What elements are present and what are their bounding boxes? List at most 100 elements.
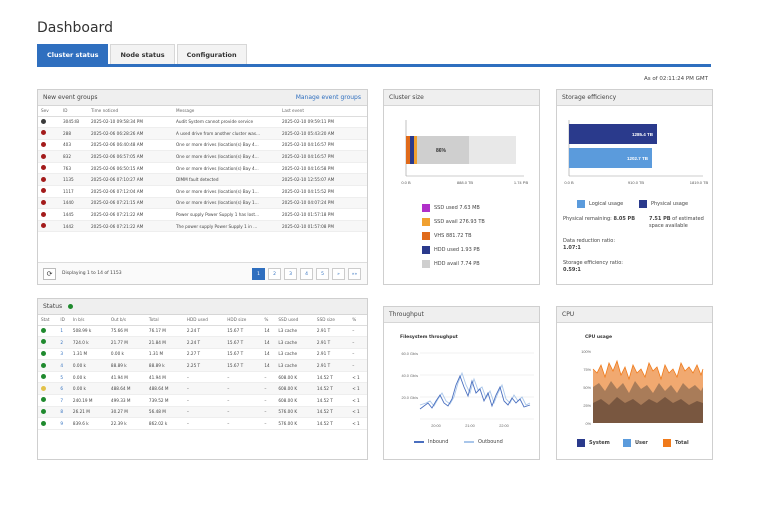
- status-col[interactable]: %: [261, 315, 276, 326]
- status-col[interactable]: Stat: [38, 315, 58, 326]
- node-row[interactable]: 8 26.21 M 30.27 M 56.48 M – – –576.00 K 14.52 T…: [38, 406, 367, 419]
- node-cell: –: [224, 382, 262, 396]
- node-cell: < 1: [349, 394, 367, 407]
- legend-label: HDD avail 7.74 PB: [434, 261, 480, 267]
- node-cell[interactable]: 5: [57, 371, 70, 384]
- node-row[interactable]: 5 0.00 k 41.94 M 41.94 M – – –608.00 K 14.52 T <…: [38, 371, 367, 384]
- node-cell: –: [261, 382, 276, 396]
- physical-remaining: Physical remaining: 8.05 PB: [563, 216, 641, 223]
- event-groups-panel: New event groups Manage event groups Sev…: [37, 89, 368, 285]
- bar-physical-label: 1285.4 TB: [632, 132, 654, 137]
- node-cell[interactable]: 1: [57, 325, 70, 338]
- node-row[interactable]: 3 1.31 M 0.00 k 1.31 M 2.27 T 15.67 T 14 L3 cac…: [38, 348, 367, 361]
- legend-swatch: [422, 204, 430, 212]
- ser-label: Storage efficiency ratio:: [563, 260, 623, 266]
- page-button[interactable]: »»: [348, 268, 361, 280]
- status-col[interactable]: Total: [145, 315, 184, 326]
- node-cell[interactable]: 6: [57, 382, 70, 396]
- node-cell: 2.24 T: [183, 325, 225, 338]
- status-col[interactable]: ID: [57, 315, 70, 326]
- page-button[interactable]: 4: [300, 268, 313, 280]
- node-cell[interactable]: 9: [57, 417, 70, 430]
- node-row[interactable]: 6 0.00 k 488.64 M 488.64 M – – –608.00 K 14.52 …: [38, 382, 367, 396]
- legend-label: Logical usage: [589, 201, 624, 207]
- page-button[interactable]: 3: [284, 268, 297, 280]
- event-row[interactable]: 1445 2025-02-06 07:21:22 AM Power supply P…: [38, 208, 367, 221]
- throughput-chart-title: Filesystem throughput: [400, 335, 458, 340]
- throughput-title: Throughput: [389, 311, 424, 318]
- node-cell: 608.00 K: [275, 382, 314, 396]
- severity-cell: [38, 173, 60, 187]
- node-row[interactable]: 7 240.19 M 499.33 M 739.52 M – – –608.00 K 14.5…: [38, 394, 367, 407]
- node-cell[interactable]: 3: [57, 348, 70, 361]
- node-cell: –: [183, 417, 225, 430]
- node-row[interactable]: 2 724.0 k 21.77 M 21.84 M 2.24 T 15.67 T 14 L3 …: [38, 336, 367, 349]
- event-row[interactable]: 3045:IB 2025-02-10 09:58:34 PM Audit Syste…: [38, 116, 367, 129]
- severity-cell: [38, 116, 60, 129]
- manage-event-groups-link[interactable]: Manage event groups: [295, 94, 361, 101]
- event-row[interactable]: 288 2025-02-06 06:28:26 AM A used drive fr…: [38, 127, 367, 140]
- col-time[interactable]: Time noticed: [88, 106, 173, 117]
- event-time: 2025-02-06 07:21:15 AM: [88, 197, 173, 210]
- event-row[interactable]: 1117 2025-02-06 07:12:04 AM One or more dr…: [38, 185, 367, 198]
- node-cell: 2.91 T: [313, 359, 350, 372]
- node-row[interactable]: 4 0.00 k 88.89 k 88.89 k 2.25 T 15.67 T 14 L3 c…: [38, 359, 367, 372]
- node-row[interactable]: 1 508.99 k 75.66 M 76.17 M 2.24 T 15.67 T 14 L3…: [38, 325, 367, 338]
- col-last-event[interactable]: Last event: [279, 106, 367, 117]
- status-col[interactable]: Out b/s: [107, 315, 146, 326]
- event-id: 403: [60, 139, 88, 152]
- tab-cluster-status[interactable]: Cluster status: [37, 44, 109, 64]
- legend-swatch: [422, 232, 430, 240]
- node-cell: 14.52 T: [313, 406, 350, 419]
- event-row[interactable]: 403 2025-02-06 06:40:48 AM One or more dri…: [38, 139, 367, 152]
- node-cell: L3 cache: [275, 325, 314, 338]
- node-cell: 576.00 K: [275, 406, 314, 419]
- bar-used: [417, 136, 469, 164]
- node-cell: 488.64 M: [107, 382, 146, 396]
- event-row[interactable]: 1440 2025-02-06 07:21:15 AM One or more dr…: [38, 197, 367, 210]
- page-button[interactable]: »: [332, 268, 345, 280]
- tab-configuration[interactable]: Configuration: [176, 44, 247, 64]
- col-id[interactable]: ID: [60, 106, 88, 117]
- phys-remaining-value: 8.05 PB: [613, 216, 636, 222]
- event-id: 1442: [60, 220, 88, 233]
- status-col[interactable]: SSD size: [313, 315, 350, 326]
- node-cell: 2.27 T: [183, 348, 225, 361]
- status-col[interactable]: HDD used: [183, 315, 225, 326]
- node-row[interactable]: 9 839.6 k 22.39 k 862.02 k – – –576.00 K 14.52 …: [38, 417, 367, 430]
- legend-label: SSD avail 276.93 TB: [434, 219, 485, 225]
- node-cell[interactable]: 7: [57, 394, 70, 407]
- legend-line: [414, 441, 424, 443]
- col-sev[interactable]: Sev: [38, 106, 60, 117]
- event-message: One or more drives (location(s) Bay 4...: [173, 150, 279, 163]
- legend-user: User: [623, 439, 648, 447]
- refresh-button[interactable]: ⟳: [43, 268, 56, 280]
- status-col[interactable]: %: [349, 315, 367, 326]
- page-button[interactable]: 2: [268, 268, 281, 280]
- node-cell: 0.00 k: [107, 348, 146, 361]
- tab-node-status[interactable]: Node status: [110, 44, 175, 64]
- node-cell: –: [183, 394, 225, 407]
- page-button[interactable]: 5: [316, 268, 329, 280]
- status-col[interactable]: SSD used: [275, 315, 314, 326]
- node-cell: 608.00 K: [275, 371, 314, 384]
- node-cell: 0.00 k: [69, 382, 108, 396]
- event-message: One or more drives (location(s) Bay 4...: [173, 139, 279, 152]
- node-cell[interactable]: 4: [57, 359, 70, 372]
- node-cell: 608.00 K: [275, 394, 314, 407]
- status-col[interactable]: HDD size: [224, 315, 262, 326]
- status-col[interactable]: In b/s: [69, 315, 108, 326]
- page-button[interactable]: 1: [252, 268, 265, 280]
- node-cell: –: [224, 394, 262, 407]
- cluster-legend-item: VHS 881.72 TB: [422, 232, 472, 240]
- event-id: 763: [60, 162, 88, 175]
- node-cell[interactable]: 2: [57, 336, 70, 349]
- event-row[interactable]: 1442 2025-02-06 07:21:22 AM The power supp…: [38, 220, 367, 233]
- event-row[interactable]: 832 2025-02-06 06:57:05 AM One or more dri…: [38, 150, 367, 163]
- event-message: A used drive from another cluster was...: [173, 127, 279, 140]
- node-cell[interactable]: 8: [57, 406, 70, 419]
- event-row[interactable]: 763 2025-02-06 06:50:15 AM One or more dri…: [38, 162, 367, 175]
- node-cell: 21.84 M: [145, 336, 184, 349]
- event-row[interactable]: 1135 2025-02-06 07:10:27 AM DIMM fault det…: [38, 173, 367, 187]
- col-message[interactable]: Message: [173, 106, 279, 117]
